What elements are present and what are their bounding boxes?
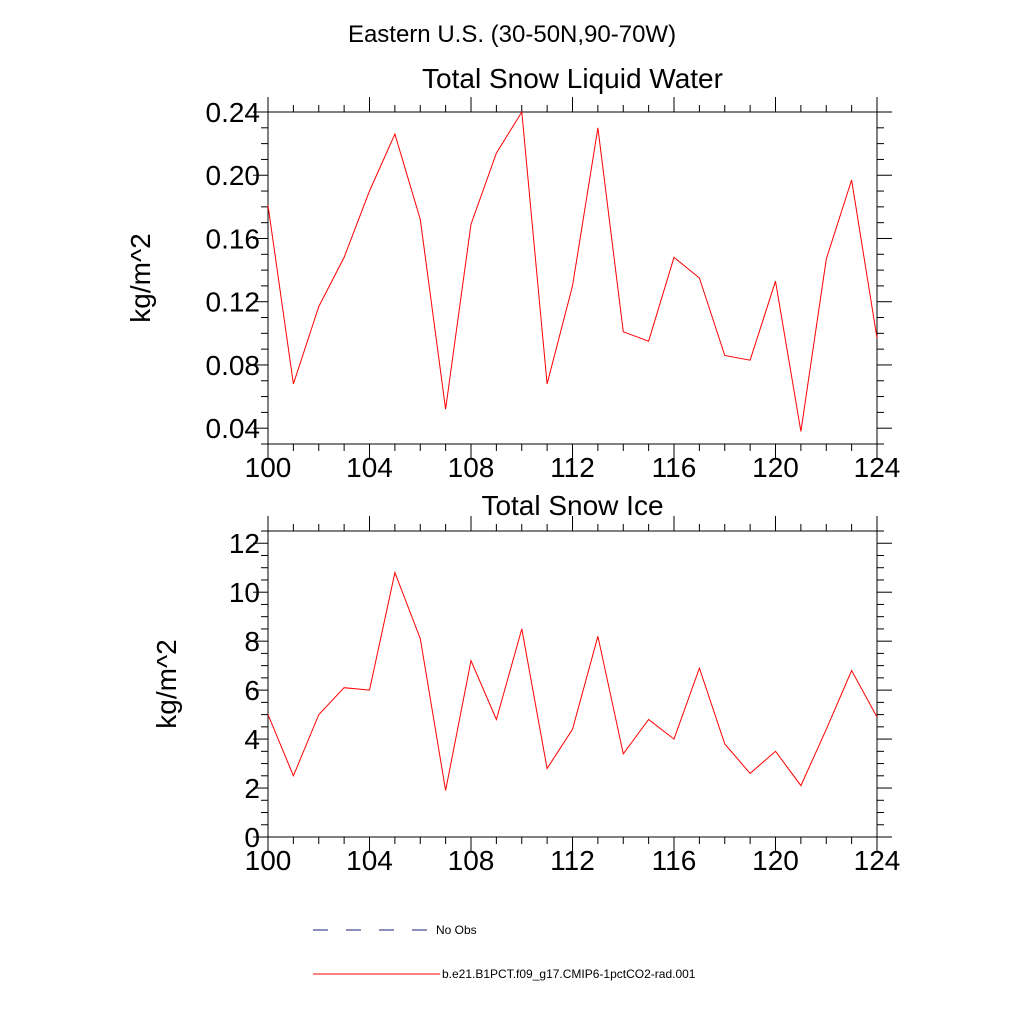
x-tick-label: 124 <box>854 845 901 876</box>
x-tick-label: 112 <box>550 452 595 483</box>
y-tick-label: 6 <box>244 675 260 706</box>
series-line <box>267 570 878 791</box>
y-tick-label: 2 <box>244 773 260 804</box>
y-tick-label: 8 <box>244 626 260 657</box>
panel-snow-liquid-water: Total Snow Liquid Water kg/m^2 100 104 108 11… <box>125 63 900 483</box>
y-tick-label: 0.24 <box>206 97 261 128</box>
plot-frame <box>267 530 878 838</box>
y-axis-label: kg/m^2 <box>125 233 156 322</box>
x-tick-label: 104 <box>346 845 393 876</box>
main-title: Eastern U.S. (30-50N,90-70W) <box>348 21 676 48</box>
chart-title: Total Snow Ice <box>481 490 663 521</box>
x-tick-label: 124 <box>854 452 901 483</box>
x-tick-label: 116 <box>652 452 697 483</box>
x-tick-label: 108 <box>448 452 495 483</box>
y-tick-label: 0.12 <box>206 287 261 318</box>
x-tick-label: 100 <box>245 452 292 483</box>
chart-title: Total Snow Liquid Water <box>422 63 723 94</box>
y-tick-label: 10 <box>229 577 260 608</box>
y-tick-label: 4 <box>244 724 260 755</box>
x-tick-label: 100 <box>245 845 292 876</box>
y-axis-label: kg/m^2 <box>151 639 182 728</box>
series-line <box>267 110 878 432</box>
y-tick-label: 0.04 <box>206 413 261 444</box>
x-tick-label: 112 <box>550 845 595 876</box>
legend-label-model: b.e21.B1PCT.f09_g17.CMIP6-1pctCO2-rad.00… <box>442 967 696 981</box>
legend-label-no-obs: No Obs <box>436 923 477 937</box>
x-tick-label: 120 <box>752 452 799 483</box>
x-tick-label: 116 <box>652 845 697 876</box>
x-tick-label: 104 <box>346 452 393 483</box>
y-tick-label: 0 <box>244 822 260 853</box>
legend: No Obs b.e21.B1PCT.f09_g17.CMIP6-1pctCO2… <box>313 923 696 981</box>
x-tick-label: 120 <box>752 845 799 876</box>
y-tick-label: 12 <box>229 528 260 559</box>
y-tick-label: 0.20 <box>206 160 261 191</box>
plot-frame <box>267 111 878 445</box>
y-tick-label: 0.16 <box>206 223 261 254</box>
y-tick-label: 0.08 <box>206 350 261 381</box>
x-tick-label: 108 <box>448 845 495 876</box>
